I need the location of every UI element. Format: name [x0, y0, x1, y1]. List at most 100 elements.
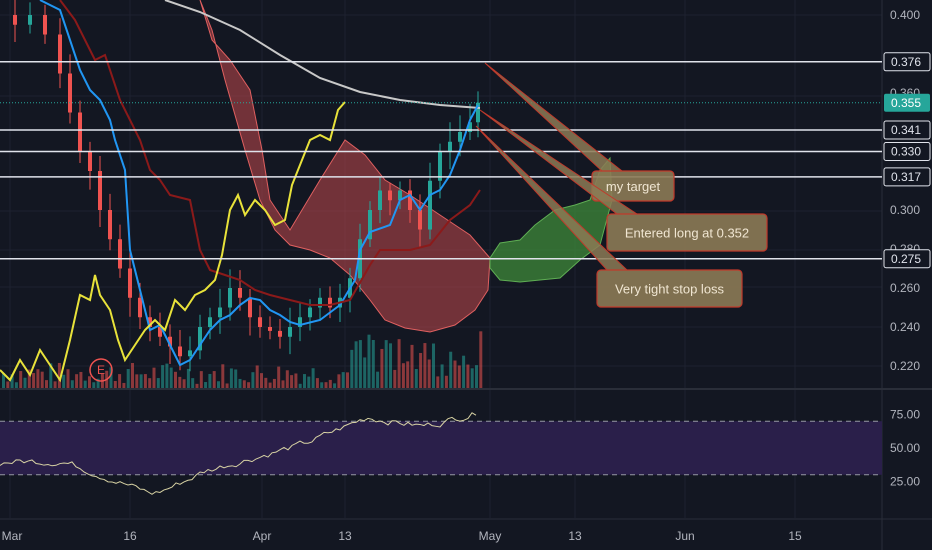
level-tag-box — [883, 52, 931, 72]
volume-bar — [397, 339, 401, 388]
candle-body — [178, 346, 182, 357]
volume-bar — [118, 374, 122, 388]
volume-bar — [380, 348, 384, 388]
volume-bar — [45, 380, 48, 388]
volume-bar — [6, 381, 10, 388]
level-tag-box — [883, 142, 931, 161]
volume-bar — [195, 383, 199, 388]
annotation-label: Very tight stop loss — [615, 282, 725, 297]
volume-bar — [389, 343, 392, 388]
volume-bar — [406, 361, 410, 388]
volume-bar — [174, 371, 177, 388]
candle-body — [476, 102, 480, 123]
annotation-box — [606, 213, 768, 252]
volume-bar — [466, 364, 470, 388]
kijun-line — [59, 0, 481, 306]
volume-bar — [221, 364, 225, 388]
candle-body — [43, 15, 47, 35]
volume-bar — [444, 375, 448, 388]
volume-bar — [57, 362, 61, 388]
horizontal-levels: E — [0, 61, 882, 382]
rsi-tick-label: 75.00 — [890, 408, 920, 422]
volume-bar — [363, 357, 367, 388]
volume-bar — [178, 376, 182, 388]
candle-body — [198, 327, 202, 351]
time-tick-label: Mar — [2, 529, 23, 543]
indicator-lines — [0, 0, 481, 383]
volume-bar — [109, 367, 113, 388]
volume-bar — [156, 378, 160, 388]
volume-bar — [225, 383, 229, 388]
volume-bar — [475, 365, 478, 388]
price-tick-label: 0.220 — [890, 359, 920, 373]
volume-bar — [479, 331, 483, 388]
volume-bar — [122, 382, 126, 388]
volume-bar — [36, 369, 40, 388]
volume-bar — [333, 383, 337, 388]
candle-body — [388, 190, 392, 201]
volume-bar — [303, 374, 306, 388]
price-tick-label: 0.240 — [890, 320, 920, 334]
candle-body — [328, 297, 332, 308]
moving-average-line — [164, 0, 481, 109]
volume-bar — [186, 368, 190, 388]
candle-body — [13, 15, 17, 25]
tenkan-line — [39, 0, 479, 367]
candle-body — [68, 73, 72, 113]
volume-bar — [449, 351, 453, 388]
rsi-line — [0, 412, 477, 495]
volume-bar — [320, 382, 324, 388]
volume-bar — [311, 368, 315, 388]
volume-bar — [62, 374, 66, 388]
volume-bar — [161, 365, 165, 388]
volume-bar — [70, 380, 74, 388]
volume-bar — [251, 372, 255, 388]
volume-bar — [66, 369, 70, 388]
volume-bar — [376, 371, 380, 388]
volume-bar — [367, 334, 371, 388]
axes: 0.4000.3600.3000.2800.2600.2400.2200.376… — [2, 8, 931, 543]
annotation-box — [596, 269, 743, 308]
volume-bar — [393, 369, 397, 388]
volume-bar — [410, 344, 414, 388]
candle-body — [158, 327, 162, 337]
volume-bar — [49, 363, 53, 388]
volume-bar — [53, 381, 57, 388]
volume-bar — [148, 378, 152, 388]
volume-bar — [143, 374, 147, 388]
candle-body — [288, 327, 292, 337]
volume-bar — [165, 363, 169, 388]
candle-body — [188, 350, 192, 357]
candle-body — [448, 141, 452, 152]
volume-bar — [264, 377, 268, 388]
volume-bar — [2, 373, 5, 388]
volume-bar — [419, 352, 423, 388]
volume-bar — [346, 372, 349, 388]
candle-body — [128, 268, 132, 298]
volume-bar — [371, 339, 375, 388]
candle-body — [368, 210, 372, 240]
volume-bar — [440, 364, 444, 388]
volume-bar — [328, 379, 332, 388]
candle-body — [58, 34, 62, 74]
candle-body — [88, 151, 92, 171]
volume-bar — [217, 381, 220, 388]
volume-bar — [169, 367, 173, 388]
current-price-tag-box — [884, 93, 930, 112]
level-tag-box — [883, 249, 931, 269]
candle-body — [248, 297, 252, 318]
level-tag-label: 0.317 — [891, 170, 921, 184]
volume-bar — [294, 373, 298, 388]
volume-bar — [290, 375, 294, 388]
candle-body — [308, 307, 312, 318]
volume-bar — [234, 369, 238, 388]
volume-bar — [453, 360, 457, 388]
time-tick-label: 16 — [123, 529, 137, 543]
volume-bar — [204, 382, 208, 388]
volume-bar — [79, 371, 83, 388]
volume-bar — [457, 365, 461, 388]
volume-bar — [96, 378, 100, 388]
volume-bar — [135, 374, 139, 388]
candle-body — [438, 151, 442, 181]
